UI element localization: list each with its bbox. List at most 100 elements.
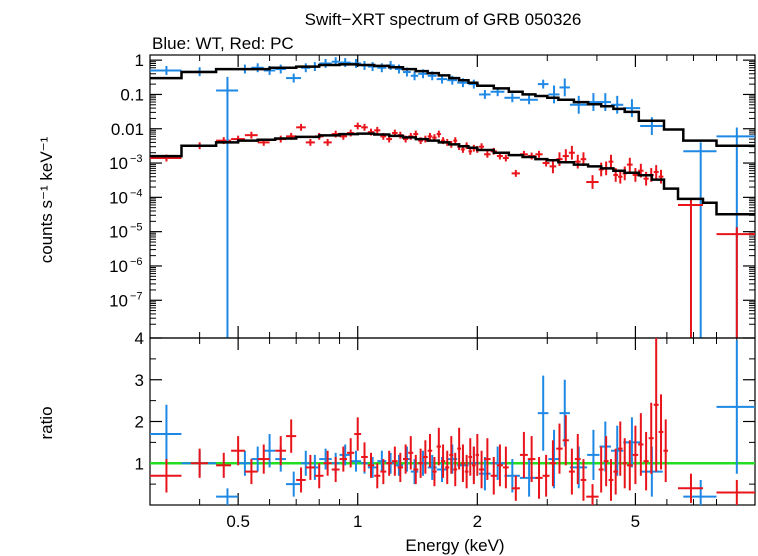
- pc-ratio-point: [380, 459, 387, 485]
- pc-ratio-point: [427, 434, 433, 468]
- pc-data-point: [586, 175, 599, 189]
- pc-ratio-point: [464, 454, 469, 489]
- pc-ratio-point: [617, 421, 623, 476]
- wt-model-line: [150, 63, 755, 147]
- pc-ratio-point: [408, 436, 414, 470]
- pc-ratio-point: [568, 448, 575, 495]
- pc-ratio-point: [436, 427, 441, 466]
- pc-data-point: [658, 169, 664, 184]
- pc-ratio-point: [484, 438, 491, 480]
- pc-data-point: [484, 150, 491, 158]
- wt-data-point: [537, 79, 549, 89]
- wt-ratio-point: [150, 404, 182, 464]
- pc-ratio-point: [397, 452, 403, 483]
- pc-ratio-point: [562, 415, 569, 466]
- pc-ratio-point: [468, 438, 473, 476]
- pc-ratio-point: [511, 475, 520, 501]
- pc-ratio-point: [440, 444, 446, 478]
- pc-ratio-point: [216, 452, 232, 478]
- wt-data-point: [251, 63, 264, 73]
- pc-ratio-point: [257, 444, 270, 474]
- pc-ratio-point: [361, 442, 368, 472]
- pc-data-point: [453, 137, 458, 145]
- wt-data-point: [410, 71, 419, 81]
- pc-data-point: [568, 145, 575, 160]
- pc-ratio-point: [418, 448, 424, 478]
- pc-ratio-point: [314, 463, 324, 489]
- pc-ratio-point: [323, 450, 332, 476]
- pc-ratio-point: [678, 473, 704, 503]
- pc-ratio-point: [244, 459, 258, 485]
- pc-data-point: [305, 138, 315, 146]
- wt-ratio-point: [339, 444, 351, 466]
- pc-data-point: [354, 122, 362, 130]
- pc-data-point: [502, 154, 509, 162]
- wt-ratio-point: [350, 450, 362, 472]
- pc-ratio-point: [150, 459, 182, 493]
- pc-ratio-point: [496, 444, 503, 487]
- wt-ratio-point: [301, 450, 311, 476]
- bottom-y-axis-label: ratio: [37, 406, 56, 439]
- pc-ratio-point: [502, 446, 509, 489]
- ratio-y-tick-label: 2: [135, 413, 144, 432]
- top-y-tick-exponent: −6: [130, 256, 143, 268]
- wt-data-point: [716, 127, 755, 338]
- pc-ratio-point: [490, 456, 497, 495]
- wt-data-point: [339, 58, 351, 68]
- pc-data-point: [535, 150, 543, 158]
- pc-ratio-point: [574, 434, 581, 485]
- top-y-tick-label: 10: [109, 154, 128, 173]
- pc-ratio-point: [305, 454, 315, 480]
- pc-data-point: [574, 154, 581, 169]
- wt-data-point: [683, 142, 717, 338]
- wt-ratio-point: [504, 459, 520, 493]
- pc-ratio-point: [658, 394, 664, 470]
- pc-ratio-point: [648, 402, 654, 474]
- pc-ratio-point: [622, 438, 627, 489]
- x-axis-label: Energy (keV): [405, 536, 504, 555]
- ratio-y-tick-label: 3: [135, 371, 144, 390]
- pc-data-point: [617, 169, 623, 184]
- pc-model-line: [150, 132, 755, 216]
- pc-ratio-point: [432, 456, 437, 487]
- x-tick-label: 2: [473, 512, 482, 531]
- wt-ratio-point: [410, 459, 419, 485]
- pc-data-point: [511, 169, 520, 177]
- x-tick-label: 1: [353, 512, 362, 531]
- wt-data-point: [319, 59, 332, 68]
- pc-ratio-point: [586, 484, 599, 505]
- pc-ratio-point: [461, 444, 465, 483]
- pc-data-point: [678, 198, 704, 338]
- wt-ratio-point: [216, 488, 239, 505]
- wt-data-point: [519, 95, 538, 105]
- pc-data-point: [296, 123, 306, 131]
- wt-data-point: [623, 99, 641, 118]
- wt-data-point: [610, 95, 624, 114]
- pc-ratio-point: [613, 448, 618, 495]
- pc-ratio-point: [638, 413, 644, 476]
- wt-ratio-point: [610, 425, 624, 476]
- wt-data-point: [479, 89, 491, 99]
- wt-ratio-point: [559, 379, 570, 447]
- wt-ratio-point: [286, 471, 302, 497]
- pc-ratio-point: [643, 431, 649, 491]
- top-y-tick-exponent: −4: [130, 187, 143, 199]
- pc-data-point: [361, 123, 368, 131]
- ratio-data: [150, 338, 755, 505]
- pc-data-point: [323, 138, 332, 146]
- top-y-tick-exponent: −3: [130, 153, 143, 165]
- wt-ratio-point: [519, 459, 538, 497]
- pc-ratio-point: [445, 450, 450, 485]
- pc-data-point: [468, 147, 473, 155]
- x-tick-label: 0.5: [226, 512, 250, 531]
- pc-ratio-point: [663, 419, 669, 483]
- wt-ratio-point: [367, 456, 378, 478]
- pc-ratio-point: [339, 446, 348, 472]
- pc-ratio-point: [413, 454, 419, 485]
- wt-data-point: [504, 93, 520, 103]
- wt-data-point: [559, 78, 570, 97]
- wt-ratio-point: [548, 429, 560, 489]
- pc-ratio-point: [603, 436, 609, 487]
